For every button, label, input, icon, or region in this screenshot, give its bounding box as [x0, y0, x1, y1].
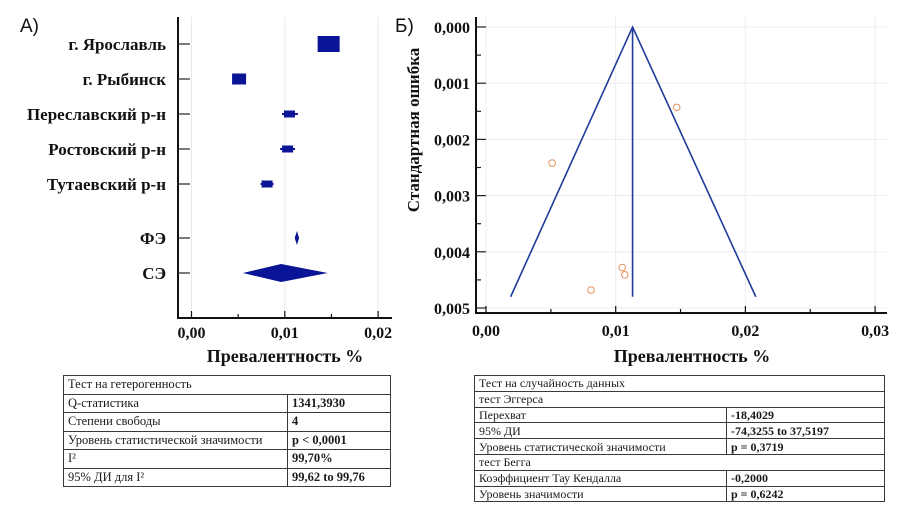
- row-label: Коэффициент Тау Кендалла: [474, 469, 727, 487]
- study-marker: [283, 110, 295, 118]
- y-tick-label: 0,001: [434, 76, 470, 93]
- publication-bias-table: Тест на случайность данных тест Эггерса …: [474, 375, 885, 503]
- study-point: [672, 103, 681, 112]
- table-row: Коэффициент Тау Кендалла -0,2000: [474, 469, 885, 487]
- row-label: Уровень значимости: [474, 485, 727, 503]
- egger-section-title: тест Эггерса: [474, 390, 885, 408]
- panel-a-label: А): [20, 16, 39, 37]
- x-axis-title: Превалентность %: [614, 346, 770, 366]
- begg-section-title: тест Бегга: [474, 453, 885, 471]
- row-label: 95% ДИ: [474, 422, 727, 440]
- row-value: 99,70%: [287, 449, 391, 469]
- study-label: Переславский р-н: [27, 105, 166, 124]
- x-tick-label: 0,00: [178, 325, 206, 342]
- x-tick-label: 0,02: [731, 323, 759, 340]
- row-label: Степени свободы: [63, 412, 288, 432]
- study-label: г. Ярославль: [68, 35, 166, 54]
- study-marker: [282, 145, 294, 153]
- study-marker: [232, 73, 247, 85]
- study-marker: [317, 36, 340, 52]
- pooled-diamond: [242, 264, 328, 282]
- x-axis-title: Превалентность %: [207, 346, 363, 366]
- table-row: 95% ДИ -74,3255 to 37,5197: [474, 422, 885, 440]
- pooled-diamond: [294, 231, 300, 245]
- row-value: p < 0,0001: [287, 430, 391, 450]
- table-title-row: Тест на гетерогенность: [63, 375, 391, 395]
- pooled-label: СЭ: [142, 264, 166, 283]
- panel-b-label: Б): [395, 16, 414, 37]
- x-tick-label: 0,00: [472, 323, 500, 340]
- row-value: 99,62 to 99,76: [287, 467, 391, 487]
- row-value: p = 0,6242: [726, 485, 885, 503]
- study-point: [548, 159, 556, 167]
- row-label: Уровень статистической значимости: [63, 430, 288, 450]
- y-tick-label: 0,000: [434, 20, 470, 37]
- x-tick-label: 0,01: [271, 325, 299, 342]
- table-title: Тест на гетерогенность: [63, 375, 391, 395]
- heterogeneity-table: Тест на гетерогенность Q-статистика 1341,…: [63, 375, 391, 487]
- y-tick-label: 0,003: [434, 189, 470, 206]
- row-label: 95% ДИ для I²: [63, 467, 288, 487]
- x-tick-label: 0,02: [364, 325, 392, 342]
- row-label: Уровень статистической значимости: [474, 438, 727, 455]
- table-row: Q-статистика 1341,3930: [63, 393, 391, 413]
- study-marker: [261, 180, 273, 188]
- study-point: [618, 263, 626, 272]
- study-label: Тутаевский р-н: [47, 175, 166, 194]
- table-row: Уровень статистической значимости p < 0,0…: [63, 430, 391, 450]
- y-tick-label: 0,002: [434, 132, 470, 149]
- table-row: I² 99,70%: [63, 449, 391, 469]
- row-value: 1341,3930: [287, 393, 391, 413]
- row-value: p = 0,3719: [726, 438, 885, 455]
- table-row: Степени свободы 4: [63, 412, 391, 432]
- study-label: г. Рыбинск: [83, 70, 167, 89]
- study-point: [620, 271, 629, 279]
- row-value: 4: [287, 412, 391, 432]
- table-row: Уровень статистической значимости p = 0,3…: [474, 438, 885, 455]
- row-label: Q-статистика: [63, 393, 288, 413]
- study-label: Ростовский р-н: [48, 140, 166, 159]
- table-section-row: тест Эггерса: [474, 390, 885, 408]
- row-value: -74,3255 to 37,5197: [726, 422, 885, 440]
- table-section-row: тест Бегга: [474, 453, 885, 471]
- row-value: -0,2000: [726, 469, 885, 487]
- study-point: [587, 286, 595, 294]
- row-label: I²: [63, 449, 288, 469]
- table-title-row: Тест на случайность данных: [474, 375, 885, 392]
- x-tick-label: 0,03: [861, 323, 889, 340]
- y-tick-label: 0,004: [434, 245, 470, 262]
- row-label: Перехват: [474, 406, 727, 424]
- pooled-label: ФЭ: [140, 229, 166, 248]
- row-value: -18,4029: [726, 406, 885, 424]
- table-row: 95% ДИ для I² 99,62 to 99,76: [63, 467, 391, 487]
- table-row: Перехват -18,4029: [474, 406, 885, 424]
- y-axis-title: Стандартная ошибка: [404, 47, 423, 212]
- x-tick-label: 0,01: [602, 323, 630, 340]
- y-tick-label: 0,005: [434, 301, 470, 318]
- table-row: Уровень значимости p = 0,6242: [474, 485, 885, 503]
- table-title: Тест на случайность данных: [474, 375, 885, 392]
